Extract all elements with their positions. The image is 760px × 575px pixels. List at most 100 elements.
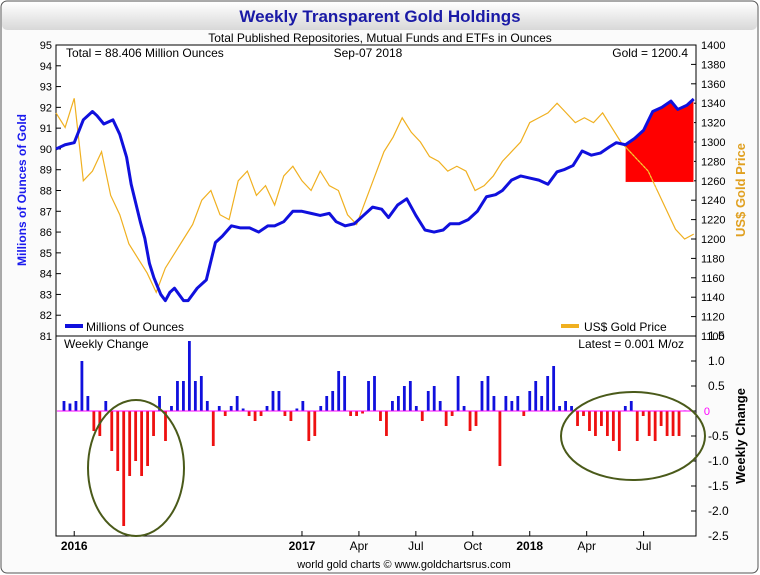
legend-gold-swatch <box>561 324 579 328</box>
weekly-change-bar <box>391 401 394 411</box>
weekly-change-bar <box>576 411 579 426</box>
gold-price-y-tick-label: 1240 <box>701 195 725 207</box>
weekly-change-bar <box>277 391 281 411</box>
gold-price-y-tick-label: 1340 <box>701 98 725 110</box>
holdings-y-tick-label: 84 <box>40 269 52 281</box>
annotation-ellipse-2016 <box>87 399 185 537</box>
weekly-change-bar <box>641 411 645 416</box>
weekly-change-bar <box>629 401 633 411</box>
weekly-change-bar <box>235 396 239 411</box>
weekly-change-bar <box>301 401 305 411</box>
weekly-change-bar <box>379 411 382 421</box>
weekly-change-bar <box>259 411 263 416</box>
holdings-plot-area <box>55 44 697 337</box>
annotation-ellipse-2018 <box>560 391 706 481</box>
weekly-change-bar <box>385 411 388 436</box>
weekly-change-bar <box>659 411 663 426</box>
weekly-change-bar <box>152 411 155 436</box>
weekly-change-bar <box>552 366 556 411</box>
weekly-change-bar <box>617 411 621 451</box>
weekly-change-bar <box>319 406 323 411</box>
weekly-change-bar <box>170 406 173 411</box>
chart-title: Weekly Transparent Gold Holdings <box>239 7 520 26</box>
weekly-change-bar <box>582 411 585 416</box>
weekly-change-bar <box>223 411 227 416</box>
legend-holdings-swatch <box>65 324 83 328</box>
legend-holdings-label: Millions of Ounces <box>86 320 184 334</box>
weekly-change-bar <box>605 411 609 436</box>
holdings-y-tick-label: 92 <box>40 102 52 114</box>
x-tick-label: Apr <box>577 539 596 553</box>
gold-price-y-tick-label: 1100 <box>701 331 725 343</box>
weekly-change-bar <box>408 381 412 411</box>
weekly-change-bar <box>92 411 96 431</box>
zero-label: 0 <box>704 406 710 418</box>
weekly-change-bar <box>253 411 257 421</box>
weekly-change-bar <box>510 401 514 411</box>
weekly-change-bar <box>361 411 364 414</box>
weekly-change-bar <box>158 396 161 411</box>
legend-gold-label: US$ Gold Price <box>584 320 667 334</box>
holdings-y-tick-label: 86 <box>40 227 52 239</box>
gold-price-y-tick-label: 1400 <box>701 40 725 52</box>
weekly-change-bar <box>647 411 651 436</box>
weekly-change-bar <box>313 411 317 436</box>
x-tick-label: Apr <box>350 539 369 553</box>
weekly-change-y-tick-label: -1.5 <box>708 479 729 493</box>
weekly-change-bar <box>271 391 275 411</box>
holdings-y-tick-label: 87 <box>40 206 52 218</box>
weekly-change-bar <box>211 411 215 446</box>
weekly-change-bar <box>462 406 466 411</box>
footer-credit: world gold charts © www.goldchartsrus.co… <box>296 559 511 571</box>
weekly-change-bar <box>486 376 490 411</box>
weekly-change-bar <box>671 411 675 436</box>
weekly-change-bar <box>217 406 221 411</box>
weekly-change-bar <box>611 411 615 441</box>
weekly-change-title: Weekly Change <box>64 337 149 351</box>
weekly-change-bar <box>62 401 66 411</box>
weekly-change-bar <box>426 391 430 411</box>
gold-price-line-overlay <box>629 151 658 191</box>
holdings-y-axis-label: Millions of Ounces of Gold <box>15 114 29 266</box>
weekly-change-y-tick-label: 1.5 <box>708 329 725 343</box>
weekly-change-bar <box>450 411 454 416</box>
weekly-change-bar <box>176 381 179 411</box>
x-tick-label: 2018 <box>516 539 543 553</box>
weekly-change-y-axis-label: Weekly Change <box>733 388 748 484</box>
weekly-change-bar <box>570 406 573 411</box>
gold-price-y-tick-label: 1200 <box>701 234 725 246</box>
gold-price-y-tick-label: 1160 <box>701 273 725 285</box>
weekly-change-bar <box>665 411 669 436</box>
weekly-change-bar <box>474 411 478 426</box>
weekly-change-bar <box>373 376 376 411</box>
weekly-change-y-tick-label: 0.5 <box>708 379 725 393</box>
x-tick-label: 2016 <box>61 539 88 553</box>
weekly-change-bar <box>432 386 436 411</box>
weekly-change-bar <box>289 411 293 421</box>
weekly-change-bar <box>349 411 353 416</box>
weekly-change-bar <box>444 411 448 426</box>
latest-change-label: Latest = 0.001 M/oz <box>578 337 684 351</box>
weekly-change-bar <box>653 411 657 441</box>
weekly-change-bar <box>402 386 406 411</box>
weekly-change-bar <box>283 411 287 416</box>
gold-price-line <box>55 98 695 294</box>
gold-price-y-tick-label: 1120 <box>701 312 725 324</box>
weekly-change-bar <box>265 406 269 411</box>
gold-price-y-tick-label: 1320 <box>701 118 725 130</box>
weekly-change-bar <box>68 403 72 411</box>
weekly-change-y-ticks: 1.5 1.0 0.5 -0.5 -1.0 -1.5 -2.0 -2.5 <box>691 329 729 543</box>
weekly-change-bar <box>325 396 329 411</box>
weekly-change-bar <box>564 401 567 411</box>
weekly-change-bar <box>438 401 442 411</box>
weekly-change-bar <box>193 381 197 411</box>
weekly-change-bar <box>74 401 78 411</box>
weekly-change-bar <box>534 381 538 411</box>
weekly-change-bar <box>498 411 502 466</box>
weekly-change-bar <box>80 361 84 411</box>
weekly-change-y-tick-label: -2.5 <box>708 529 729 543</box>
weekly-change-bar <box>396 396 400 411</box>
weekly-change-bar <box>492 396 496 411</box>
gold-price-y-axis-label: US$ Gold Price <box>733 143 748 237</box>
